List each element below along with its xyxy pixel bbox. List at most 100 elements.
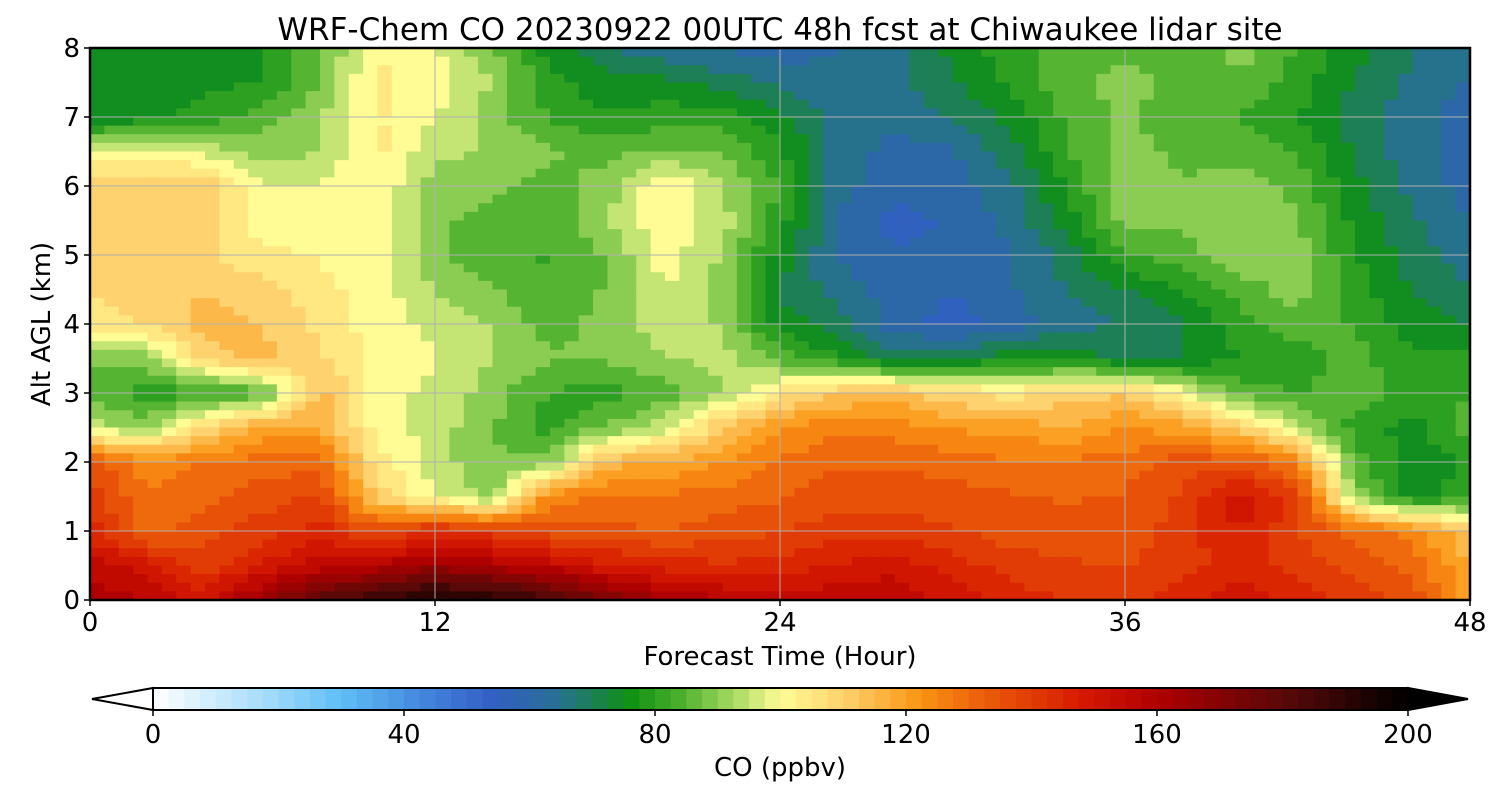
field-cell <box>1340 272 1356 282</box>
field-cell <box>435 168 450 178</box>
field-cell <box>1254 289 1270 299</box>
field-cell <box>118 211 134 222</box>
field-cell <box>190 453 206 463</box>
field-cell <box>1139 384 1155 394</box>
field-cell <box>90 65 105 75</box>
field-cell <box>262 151 278 161</box>
field-cell <box>320 453 335 463</box>
field-cell <box>981 82 997 92</box>
field-cell <box>808 280 824 291</box>
field-cell <box>751 229 767 239</box>
field-cell <box>305 186 321 196</box>
field-cell <box>348 375 364 385</box>
field-cell <box>823 470 839 480</box>
field-cell <box>1153 134 1169 144</box>
field-cell <box>348 177 364 187</box>
field-cell <box>1053 272 1069 282</box>
field-cell <box>1326 272 1342 282</box>
field-cell <box>966 186 982 196</box>
field-cell <box>1383 73 1399 84</box>
field-cell <box>895 289 910 299</box>
field-cell <box>262 384 278 394</box>
field-cell <box>1081 315 1097 325</box>
field-cell <box>1225 91 1241 101</box>
field-cell <box>420 211 436 222</box>
field-cell <box>909 393 925 403</box>
field-cell <box>1326 91 1342 101</box>
field-cell <box>808 168 824 178</box>
field-cell <box>1283 108 1299 118</box>
field-cell <box>320 444 335 454</box>
field-cell <box>1096 263 1112 273</box>
field-cell <box>981 384 997 394</box>
field-cell <box>593 237 609 247</box>
field-cell <box>708 73 724 84</box>
field-cell <box>1010 393 1025 403</box>
field-cell <box>923 384 939 394</box>
field-cell <box>1182 324 1198 334</box>
field-cell <box>1168 384 1184 394</box>
field-cell <box>780 91 795 101</box>
field-cell <box>1240 393 1255 403</box>
field-cell <box>1081 211 1097 222</box>
field-cell <box>363 332 379 342</box>
field-cell <box>435 237 450 247</box>
field-cell <box>492 142 508 153</box>
field-cell <box>435 91 450 101</box>
field-cell <box>1383 177 1399 187</box>
field-cell <box>334 306 350 316</box>
field-cell <box>952 418 968 429</box>
field-cell <box>550 151 565 161</box>
field-cell <box>190 315 206 325</box>
field-cell <box>161 418 177 429</box>
field-cell <box>780 186 795 196</box>
field-cell <box>521 427 537 437</box>
field-cell <box>1268 272 1284 282</box>
field-cell <box>1211 349 1227 360</box>
field-cell <box>1340 65 1356 75</box>
field-cell <box>463 237 479 247</box>
field-cell <box>521 306 537 316</box>
field-cell <box>1225 134 1241 144</box>
field-cell <box>621 82 637 92</box>
field-cell <box>1081 246 1097 256</box>
field-cell <box>1168 142 1184 153</box>
field-cell <box>406 410 422 420</box>
field-cell <box>794 125 810 135</box>
field-cell <box>233 203 249 213</box>
field-cell <box>320 186 335 196</box>
field-cell <box>665 211 680 222</box>
field-cell <box>262 108 278 118</box>
field-cell <box>636 315 652 325</box>
field-cell <box>636 56 652 66</box>
field-cell <box>909 418 925 429</box>
field-cell <box>420 367 436 377</box>
field-cell <box>492 151 508 161</box>
field-cell <box>693 246 709 256</box>
field-cell <box>1067 211 1083 222</box>
field-cell <box>1355 375 1370 385</box>
field-cell <box>1426 203 1442 213</box>
field-cell <box>1455 367 1470 377</box>
field-cell <box>320 237 335 247</box>
field-cell <box>190 203 206 213</box>
field-cell <box>377 306 393 316</box>
field-cell <box>219 194 235 204</box>
field-cell <box>1139 160 1155 170</box>
field-cell <box>938 263 954 273</box>
field-cell <box>679 349 695 360</box>
field-cell <box>1426 324 1442 334</box>
field-cell <box>478 272 494 282</box>
field-cell <box>1038 453 1054 463</box>
field-cell <box>1311 117 1327 127</box>
field-cell <box>90 496 105 506</box>
field-cell <box>607 237 623 247</box>
field-cell <box>104 229 120 239</box>
field-cell <box>463 82 479 92</box>
field-cell <box>679 315 695 325</box>
field-cell <box>133 384 149 394</box>
field-cell <box>1426 393 1442 403</box>
field-cell <box>521 384 537 394</box>
field-cell <box>564 393 580 403</box>
field-cell <box>1038 134 1054 144</box>
